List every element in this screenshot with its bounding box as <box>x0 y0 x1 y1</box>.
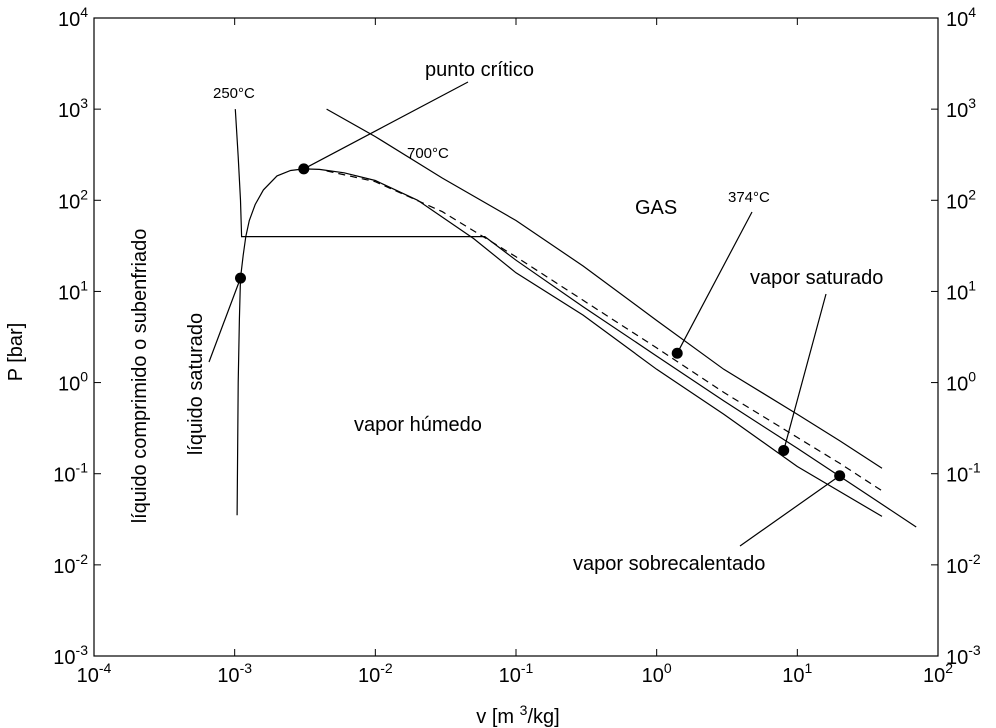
annotation-374c: 374°C <box>728 189 770 206</box>
x-axis-label-rest: /kg] <box>527 706 559 728</box>
x-tick-label: 10-1 <box>499 660 534 687</box>
y-tick-label-right: 103 <box>946 95 976 122</box>
y-tick-label: 10-3 <box>53 642 88 669</box>
x-axis-label-exponent: 3 <box>520 702 528 718</box>
state-point-marker <box>834 470 846 482</box>
x-tick-label: 100 <box>642 660 672 687</box>
y-tick-label: 100 <box>58 369 88 396</box>
x-tick-label: 10-2 <box>358 660 393 687</box>
y-tick-label: 10-2 <box>53 551 88 578</box>
state-markers <box>234 163 846 482</box>
curve-1 <box>236 168 883 517</box>
pointer-punto-critico <box>303 81 469 170</box>
x-axis-label-text: v [m <box>476 706 514 728</box>
pointer-t374 <box>676 211 753 354</box>
state-point-marker <box>778 444 790 456</box>
x-tick-label: 101 <box>782 660 812 687</box>
annotation-vapor-sobrecalentado: vapor sobrecalentado <box>573 553 765 575</box>
y-tick-label-right: 104 <box>946 4 976 31</box>
pointer-liquido-saturado <box>208 277 242 363</box>
plot-frame <box>93 17 939 657</box>
y-tick-label-right: 101 <box>946 277 976 304</box>
annotation-liquido-comprimido: líquido comprimido o subenfriado <box>129 229 151 524</box>
y-tick-label: 10-1 <box>53 460 88 487</box>
x-tick-label: 102 <box>923 660 953 687</box>
annotation-liquido-saturado: líquido saturado <box>185 313 207 455</box>
annotation-punto-critico: punto crítico <box>425 59 534 81</box>
annotation-vapor-humedo: vapor húmedo <box>354 414 482 436</box>
y-tick-label: 103 <box>58 95 88 122</box>
x-axis-label: v [m 3/kg] <box>476 702 559 728</box>
annotation-250c: 250°C <box>213 85 255 102</box>
state-point-marker <box>234 272 246 284</box>
curve-4 <box>326 108 883 469</box>
y-tick-label: 102 <box>58 186 88 213</box>
y-tick-label-right: 10-2 <box>946 551 981 578</box>
y-tick-label-right: 102 <box>946 186 976 213</box>
y-tick-label-right: 10-3 <box>946 642 981 669</box>
annotation-vapor-saturado: vapor saturado <box>750 267 883 289</box>
axis-ticks <box>93 17 939 657</box>
pointer-vapor-saturado <box>783 293 827 451</box>
state-point-marker <box>298 163 310 175</box>
y-tick-label: 101 <box>58 277 88 304</box>
x-tick-label: 10-4 <box>77 660 112 687</box>
curves <box>234 108 917 528</box>
state-point-marker <box>671 347 683 359</box>
y-axis-label: P [bar] <box>5 323 27 382</box>
curve-3 <box>326 170 883 492</box>
y-tick-label-right: 100 <box>946 369 976 396</box>
x-tick-label: 10-3 <box>217 660 252 687</box>
y-tick-label: 104 <box>58 4 88 31</box>
y-tick-label-right: 10-1 <box>946 460 981 487</box>
annotation-700c: 700°C <box>407 145 449 162</box>
curve-2 <box>234 109 917 528</box>
annotation-gas: GAS <box>635 197 677 219</box>
pointer-vapor-sobrecalentado <box>739 475 841 547</box>
annotation-pointers <box>208 81 841 547</box>
